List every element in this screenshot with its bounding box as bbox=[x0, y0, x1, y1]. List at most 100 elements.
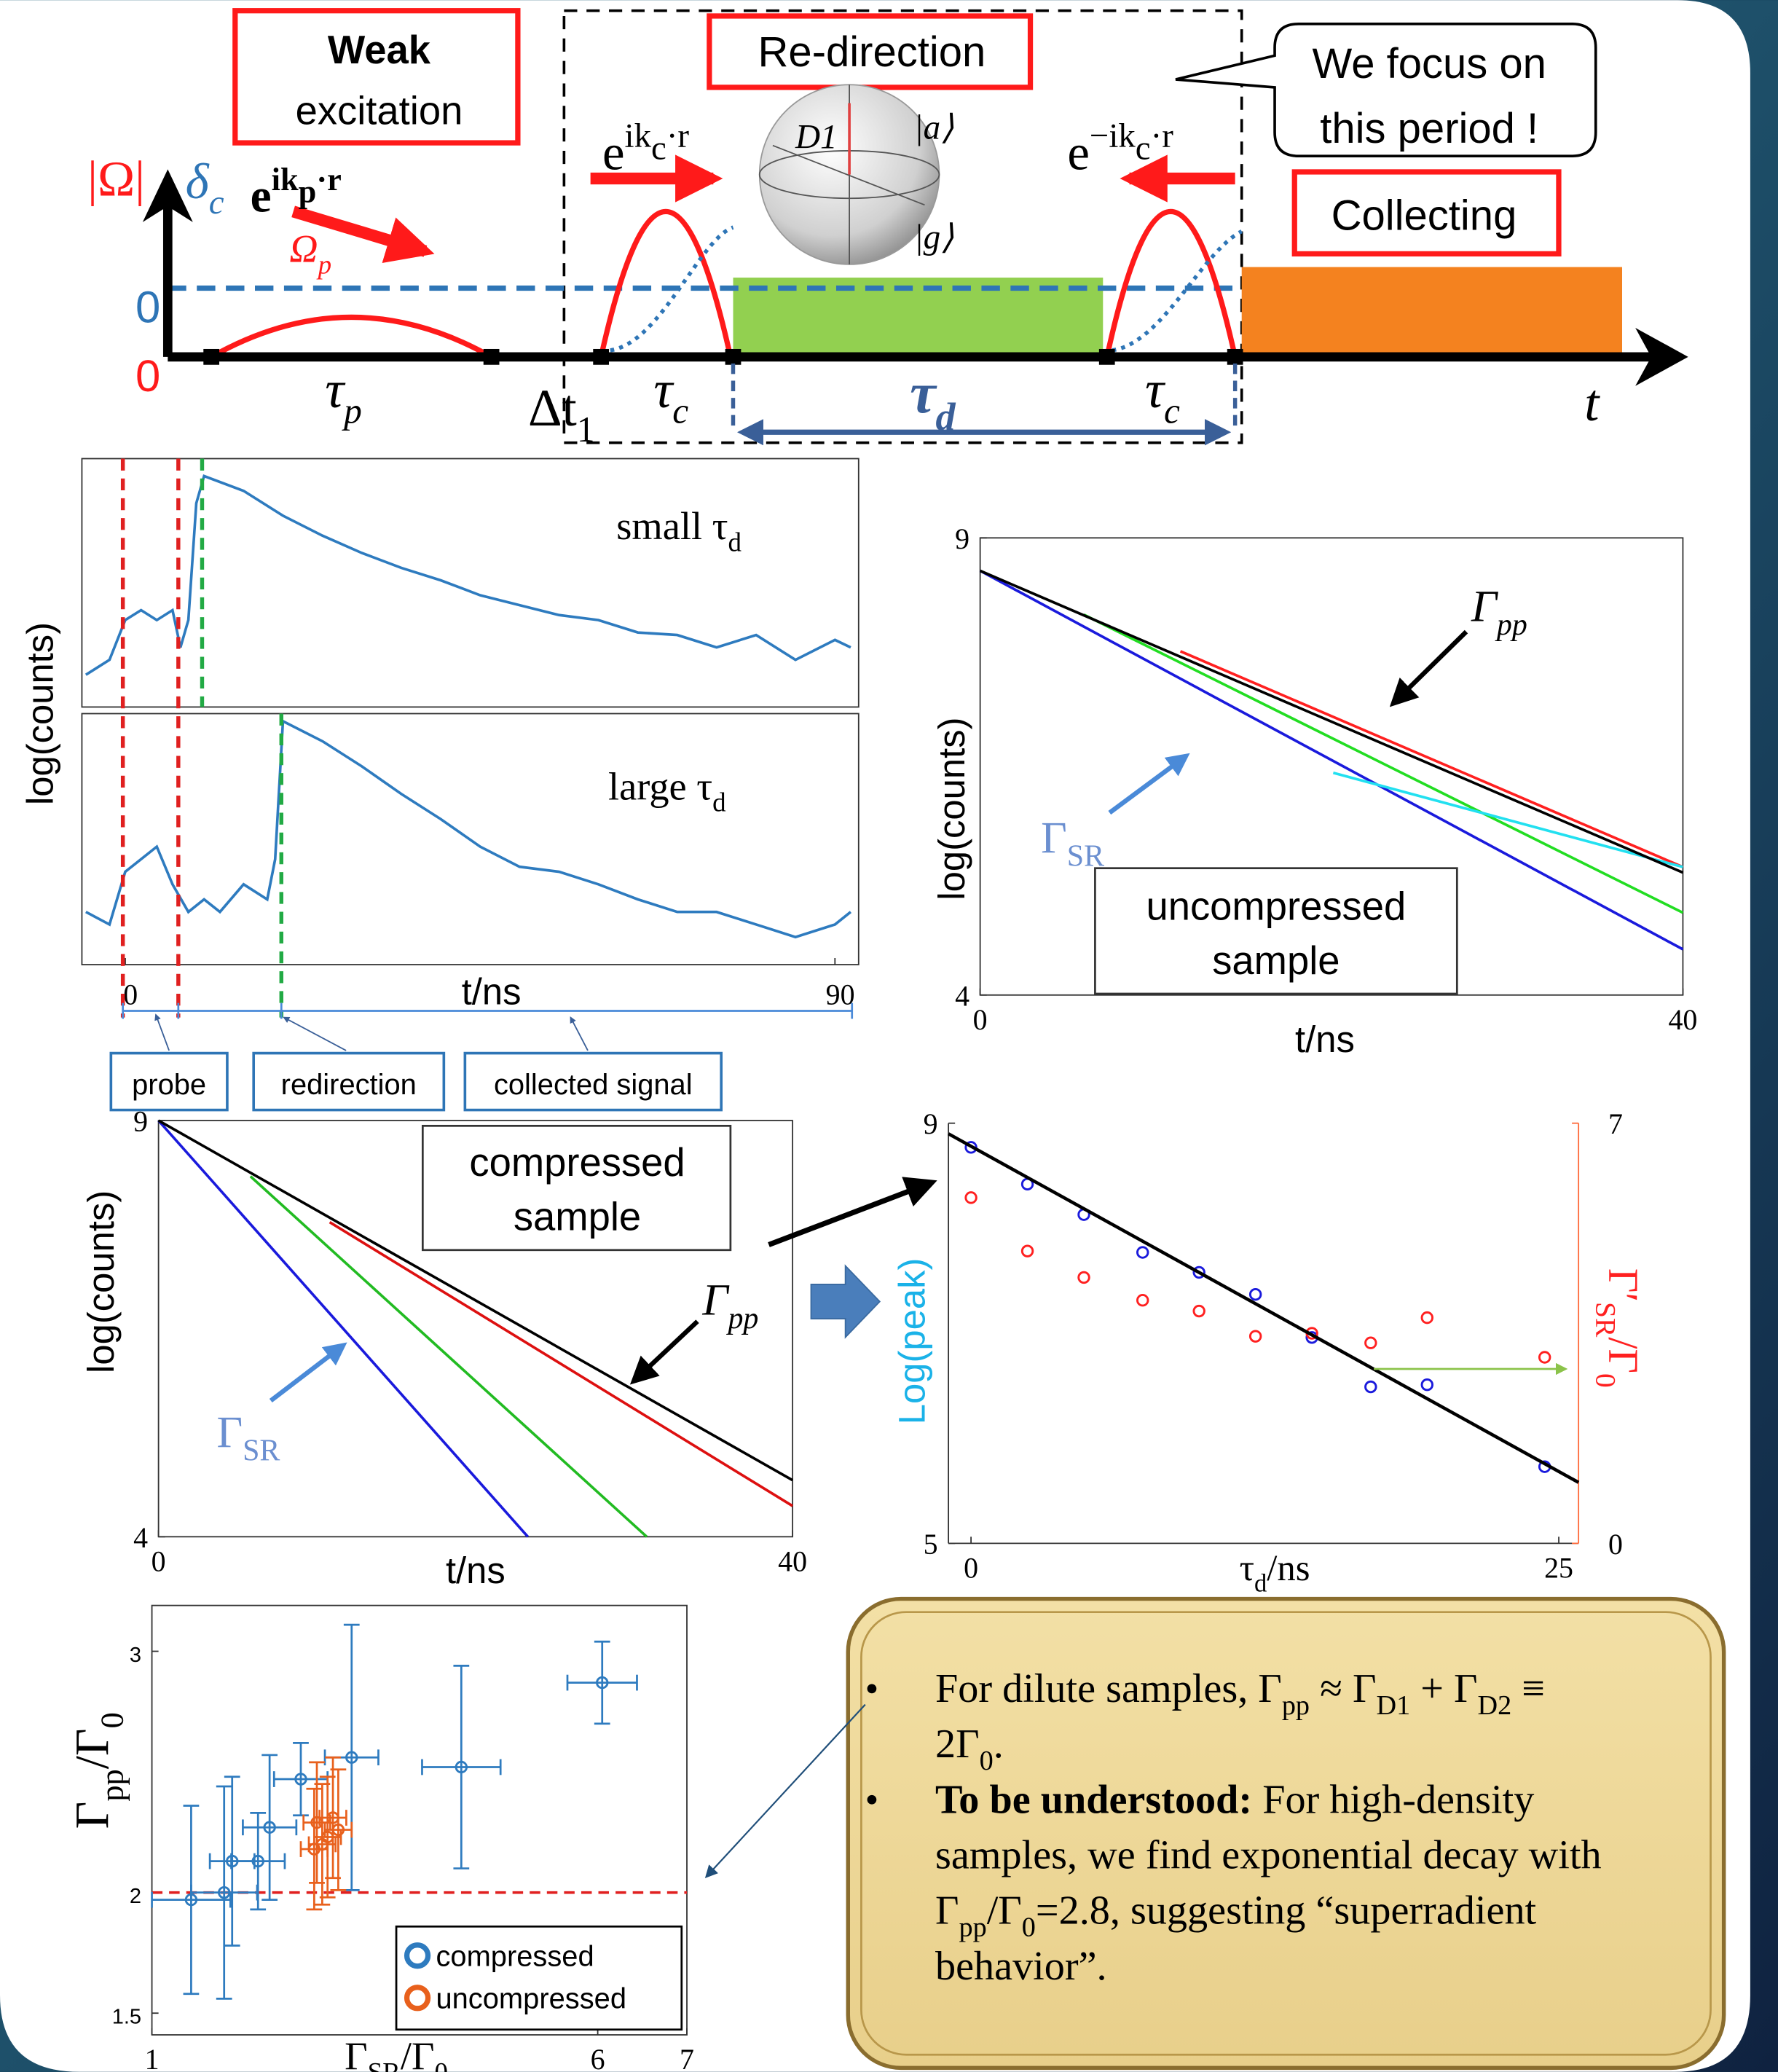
y-tick-label: 4 bbox=[955, 979, 969, 1012]
text-run: 2Γ bbox=[935, 1722, 980, 1767]
text-run: small τ bbox=[616, 504, 728, 548]
text-run: D1 bbox=[1376, 1690, 1410, 1721]
text-run: d bbox=[1254, 1569, 1267, 1597]
text-run: SR bbox=[368, 2057, 401, 2072]
y-axis-label: log(counts) bbox=[80, 1190, 122, 1373]
tick bbox=[203, 349, 219, 365]
text-run: Γ bbox=[67, 1802, 119, 1829]
x-tick-label: 40 bbox=[778, 1545, 807, 1577]
text-run: p bbox=[316, 251, 332, 280]
label: |a⟩ bbox=[914, 109, 954, 147]
tick bbox=[1099, 349, 1115, 365]
text-run: ·r bbox=[666, 117, 690, 154]
note-text: samples, we find exponential decay with bbox=[935, 1833, 1602, 1878]
label: t bbox=[1584, 373, 1600, 432]
text-run: ik bbox=[272, 161, 299, 197]
text-run: Γ bbox=[216, 1408, 243, 1457]
text-run: τ bbox=[325, 360, 346, 419]
tick bbox=[1227, 349, 1243, 365]
text-run: e bbox=[602, 125, 625, 180]
text-run: D2 bbox=[1478, 1690, 1512, 1721]
text-run: p bbox=[299, 173, 317, 209]
text-run: behavior”. bbox=[935, 1944, 1107, 1989]
label: 0 bbox=[135, 283, 160, 333]
y-tick-label: 1.5 bbox=[112, 2006, 141, 2029]
tick bbox=[593, 349, 609, 365]
text-run: 0 bbox=[434, 2057, 448, 2072]
text-run: pp bbox=[959, 1912, 986, 1943]
text-run: + Γ bbox=[1410, 1666, 1477, 1711]
box-text: sample bbox=[514, 1195, 641, 1239]
tick bbox=[725, 349, 742, 365]
x-tick-label: 25 bbox=[1544, 1552, 1573, 1585]
x-tick-label: 90 bbox=[826, 978, 855, 1011]
note-text: behavior”. bbox=[935, 1944, 1107, 1989]
label: 0 bbox=[135, 351, 160, 401]
label: D1 bbox=[795, 118, 838, 156]
text-run: pp bbox=[1282, 1690, 1310, 1721]
x-tick-label: 0 bbox=[964, 1552, 978, 1585]
text-run: /Γ bbox=[67, 1728, 119, 1769]
text-run: /ns bbox=[1267, 1547, 1310, 1588]
y-tick-label: 3 bbox=[130, 1644, 141, 1667]
y-tick-label: 9 bbox=[924, 1107, 938, 1140]
text-run: Γ bbox=[1041, 813, 1067, 863]
label: |g⟩ bbox=[914, 219, 954, 256]
text-run: ·r bbox=[1151, 117, 1174, 154]
x-tick-label: 0 bbox=[152, 1545, 166, 1577]
text-run: τ bbox=[1145, 360, 1166, 419]
label: Collecting bbox=[1331, 192, 1517, 240]
text-run: Γ bbox=[1471, 582, 1499, 632]
text-run: 0 bbox=[93, 1712, 130, 1728]
x-axis-label: t/ns bbox=[1295, 1019, 1355, 1060]
slide: WeakexcitationRe-directionWe focus onthi… bbox=[0, 0, 1778, 2072]
text-run: δ bbox=[186, 154, 210, 209]
text-run: c bbox=[651, 130, 666, 168]
label: excitation bbox=[296, 89, 463, 133]
x-tick-label: 6 bbox=[591, 2043, 605, 2072]
text-run: /Γ bbox=[1600, 1337, 1647, 1373]
text-run: 0 bbox=[980, 1746, 994, 1776]
y-tick-label: 9 bbox=[955, 522, 969, 555]
text-run: Δt bbox=[528, 378, 577, 437]
text-run: Γ bbox=[935, 1888, 959, 1934]
text-run: =2.8, suggesting “superradient bbox=[1036, 1888, 1537, 1934]
collecting-period bbox=[1242, 267, 1622, 357]
text-run: Γ′ bbox=[1600, 1268, 1647, 1302]
y-axis-label: log(counts) bbox=[20, 622, 61, 805]
text-run: −ik bbox=[1090, 117, 1136, 154]
text-run: 0 bbox=[1022, 1912, 1036, 1943]
legend-label: uncompressed bbox=[436, 1983, 626, 2015]
page: {"diagram":{"weak":"Weak","excitation":"… bbox=[0, 0, 1778, 2072]
label: We focus on bbox=[1313, 40, 1546, 87]
x-tick-label: 0 bbox=[973, 1003, 988, 1036]
text-run: ik bbox=[625, 117, 652, 154]
x-tick-label: 1 bbox=[145, 2043, 160, 2072]
text-run: For dilute samples, Γ bbox=[935, 1666, 1282, 1711]
text-run: SR bbox=[1589, 1302, 1621, 1338]
label: this period ! bbox=[1320, 105, 1538, 152]
text-run: 0 bbox=[1589, 1373, 1621, 1388]
y2-tick-label: 0 bbox=[1608, 1528, 1623, 1561]
y2-tick-label: 7 bbox=[1608, 1107, 1623, 1140]
label: redirection bbox=[281, 1069, 417, 1101]
y-axis-label: log(counts) bbox=[931, 718, 972, 900]
label: collected signal bbox=[494, 1069, 693, 1101]
text-run: τ bbox=[653, 360, 674, 419]
label: |Ω| bbox=[87, 152, 145, 207]
text-run: d bbox=[728, 527, 742, 557]
y-tick-label: 4 bbox=[133, 1521, 148, 1554]
text-run: c bbox=[209, 184, 224, 221]
x-tick-label: 7 bbox=[680, 2043, 694, 2072]
bullet bbox=[868, 1684, 877, 1694]
text-run: d bbox=[935, 395, 956, 439]
text-run: ≈ Γ bbox=[1310, 1666, 1376, 1711]
y-tick-label: 2 bbox=[130, 1885, 141, 1908]
text-run: c bbox=[672, 391, 688, 431]
label: Re-direction bbox=[758, 28, 986, 76]
text-run: e bbox=[251, 170, 272, 222]
text-run: 1 bbox=[577, 409, 595, 450]
text-run: large τ bbox=[608, 764, 712, 808]
text-run: ·r bbox=[316, 161, 342, 197]
text-run: d bbox=[712, 788, 726, 818]
